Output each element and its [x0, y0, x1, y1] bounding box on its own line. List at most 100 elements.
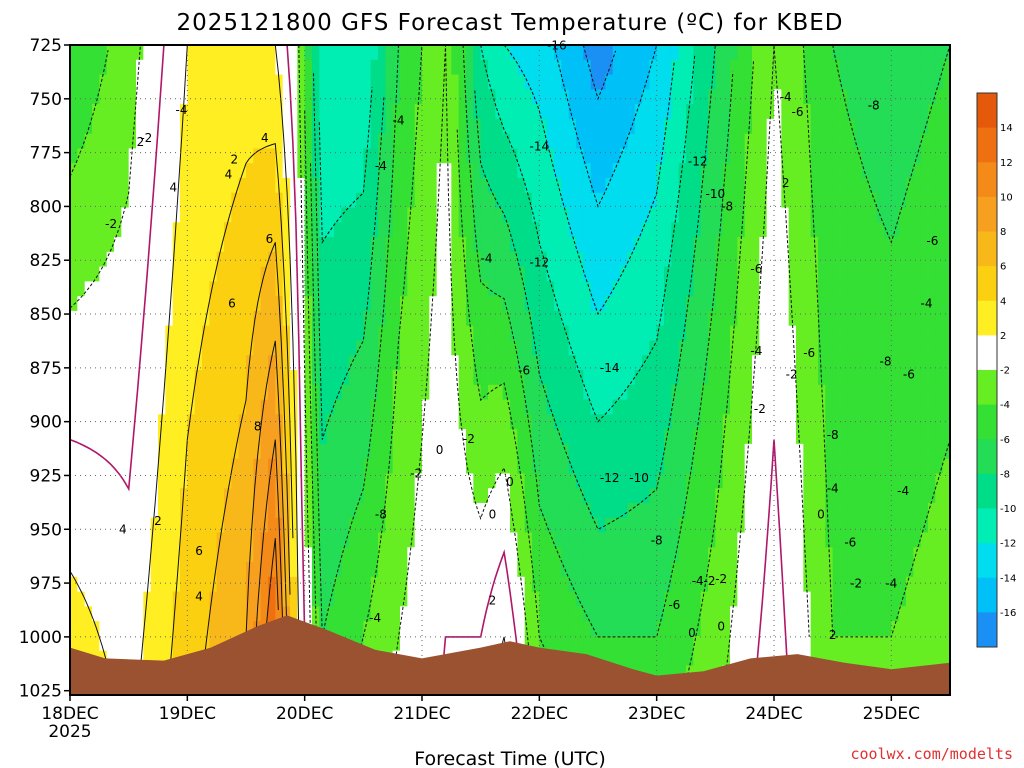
field-cell [686, 296, 694, 312]
field-cell [216, 296, 225, 312]
field-cell [414, 266, 423, 282]
field-cell [671, 281, 680, 297]
field-cell [268, 89, 276, 105]
field-cell [194, 340, 203, 356]
field-cell [121, 443, 130, 460]
field-cell [620, 606, 628, 622]
field-cell [187, 148, 196, 164]
field-cell [876, 281, 885, 297]
field-cell [216, 251, 225, 268]
field-cell [664, 606, 672, 622]
field-cell [400, 118, 408, 135]
field-cell [121, 222, 130, 238]
field-cell [862, 488, 870, 504]
field-cell [260, 59, 269, 76]
field-cell [202, 517, 210, 534]
field-cell [686, 133, 694, 150]
field-cell [246, 207, 254, 223]
field-cell [194, 488, 203, 504]
field-cell [620, 104, 628, 120]
field-cell [356, 429, 364, 445]
field-cell [708, 251, 716, 268]
field-cell [414, 429, 423, 445]
field-cell [282, 370, 291, 386]
field-cell [796, 517, 804, 534]
field-cell [561, 45, 570, 61]
field-cell [693, 591, 702, 607]
field-cell [752, 576, 760, 593]
field-cell [781, 177, 790, 194]
field-cell [737, 325, 746, 342]
field-cell [561, 399, 570, 415]
field-cell [825, 355, 834, 371]
field-cell [693, 547, 702, 563]
field-cell [730, 207, 738, 223]
field-cell [297, 222, 306, 238]
field-cell [231, 177, 240, 194]
field-cell [818, 635, 826, 652]
field-cell [385, 192, 394, 209]
field-cell [517, 429, 526, 445]
field-cell [627, 281, 636, 297]
field-cell [744, 340, 753, 356]
field-cell [114, 370, 122, 386]
field-cell [671, 340, 680, 356]
field-cell [825, 163, 834, 179]
field-cell [480, 576, 489, 593]
field-cell [436, 325, 445, 342]
field-cell [99, 399, 108, 415]
field-cell [862, 222, 870, 238]
field-cell [788, 296, 797, 312]
field-cell [869, 591, 878, 607]
field-cell [686, 562, 694, 578]
field-cell [796, 251, 804, 268]
field-cell [348, 177, 357, 194]
field-cell [796, 207, 804, 223]
field-cell [180, 325, 188, 342]
field-cell [495, 281, 504, 297]
field-cell [246, 591, 254, 607]
field-cell [99, 89, 108, 105]
field-cell [297, 266, 306, 282]
field-cell [627, 488, 636, 504]
field-cell [854, 562, 863, 578]
field-cell [686, 310, 694, 327]
field-cell [172, 237, 181, 253]
field-cell [722, 502, 731, 519]
field-cell [150, 133, 159, 150]
field-cell [693, 89, 702, 105]
field-cell [473, 591, 482, 607]
field-cell [466, 89, 474, 105]
field-cell [187, 340, 196, 356]
field-cell [671, 133, 680, 150]
field-cell [224, 222, 232, 238]
field-cell [326, 473, 335, 489]
field-cell [246, 310, 254, 327]
field-cell [715, 502, 724, 519]
field-cell [348, 89, 357, 105]
field-cell [99, 532, 108, 548]
field-cell [194, 192, 203, 209]
field-cell [407, 399, 416, 415]
field-cell [884, 118, 892, 135]
field-cell [150, 45, 159, 61]
field-cell [414, 133, 423, 150]
field-cell [510, 251, 518, 268]
field-cell [891, 104, 900, 120]
field-cell [656, 443, 665, 460]
field-cell [158, 502, 166, 519]
field-cell [436, 488, 445, 504]
field-cell [363, 325, 372, 342]
field-cell [715, 177, 724, 194]
field-cell [708, 177, 716, 194]
field-cell [216, 148, 225, 164]
field-cell [341, 251, 350, 268]
field-cell [158, 237, 166, 253]
field-cell [730, 296, 738, 312]
field-cell [810, 281, 819, 297]
field-cell [774, 429, 782, 445]
field-cell [378, 532, 386, 548]
field-cell [370, 310, 379, 327]
field-cell [451, 532, 460, 548]
field-cell [312, 488, 320, 504]
